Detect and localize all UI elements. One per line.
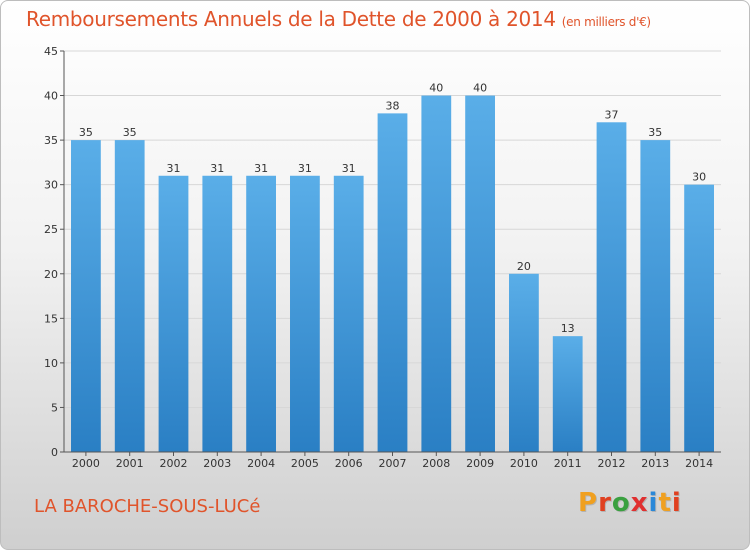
y-tick-label: 35 [44,134,58,147]
data-label: 40 [429,82,443,95]
data-label: 31 [167,162,181,175]
logo-letter: x [630,488,649,518]
proxiti-logo: Proxiti [578,488,682,518]
logo-letter: t [658,488,672,518]
x-tick-label: 2011 [554,457,582,470]
x-tick-label: 2002 [160,457,188,470]
bar [246,175,276,452]
data-label: 35 [123,126,137,139]
logo-letter: P [578,488,599,518]
bar [71,140,101,452]
data-label: 31 [254,162,268,175]
x-tick-label: 2006 [335,457,363,470]
bar [684,184,714,452]
data-label: 40 [473,82,487,95]
bar [290,175,320,452]
bar [158,175,189,452]
logo-letter: o [611,488,631,518]
y-tick-label: 5 [51,401,58,414]
bar [465,95,495,453]
data-label: 30 [692,171,706,184]
bars [71,95,714,453]
y-tick-label: 10 [44,357,58,370]
bar [333,175,364,452]
data-label: 31 [342,162,356,175]
bar [596,122,627,453]
y-tick-label: 45 [44,45,58,58]
chart-title-text: Remboursements Annuels de la Dette de 20… [26,7,556,31]
y-tick-label: 0 [51,446,58,459]
data-label: 35 [648,126,662,139]
x-tick-label: 2007 [379,457,407,470]
data-label: 13 [561,322,575,335]
x-tick-label: 2000 [72,457,100,470]
x-tick-label: 2009 [466,457,494,470]
x-tick-label: 2014 [685,457,713,470]
data-label: 20 [517,260,531,273]
x-tick-label: 2008 [422,457,450,470]
chart-title: Remboursements Annuels de la Dette de 20… [26,7,651,31]
y-tick-label: 30 [44,179,58,192]
x-tick-label: 2004 [247,457,275,470]
data-label: 38 [386,99,400,112]
y-tick-label: 25 [44,223,58,236]
commune-name: LA BAROCHE-SOUS-LUCé [34,496,261,517]
bar [377,113,408,452]
y-tick-label: 40 [44,90,58,103]
logo-letter: i [648,488,659,518]
bar [640,140,671,452]
bar [202,175,233,452]
axes: 0 5 10 15 20 25 30 35 40 45 2000 2001 2002 2003 2004 20… [44,45,721,470]
y-tick-label: 15 [44,312,58,325]
x-tick-label: 2010 [510,457,538,470]
data-label: 31 [298,162,312,175]
bar [509,273,539,452]
x-tick-label: 2003 [203,457,231,470]
data-label: 37 [605,108,619,121]
logo-letter: i [671,488,682,518]
x-tick-label: 2012 [598,457,626,470]
x-tick-label: 2001 [116,457,144,470]
chart-subtitle: (en milliers d'€) [561,15,651,29]
data-labels: 35 35 31 31 31 31 31 38 40 40 20 13 37 35 30 [79,82,706,336]
logo-letter: r [598,488,612,518]
x-tick-label: 2013 [641,457,669,470]
x-tick-label: 2005 [291,457,319,470]
data-label: 35 [79,126,93,139]
y-tick-label: 20 [44,268,58,281]
bar [552,336,583,452]
bar [421,95,452,453]
bar [114,140,145,452]
data-label: 31 [210,162,224,175]
